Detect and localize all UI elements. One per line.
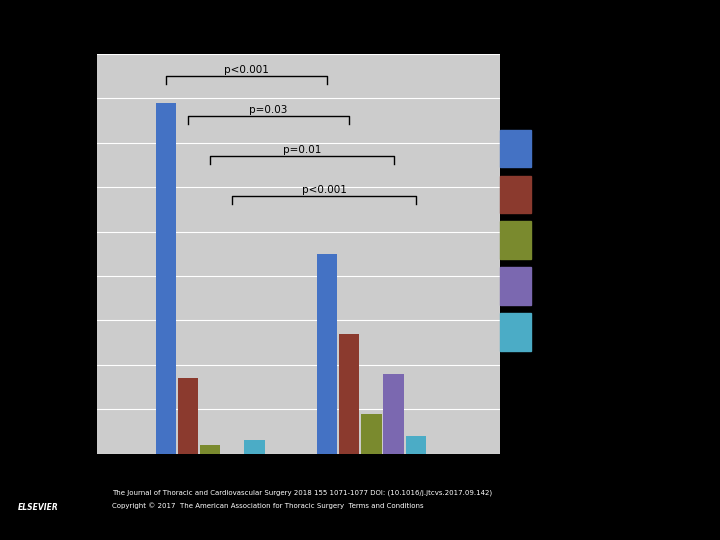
Bar [500,267,531,305]
Y-axis label: Frequency (%): Frequency (%) [60,208,73,299]
Bar [500,176,531,213]
Text: Combination+Vasopressors: Combination+Vasopressors [545,327,689,337]
Text: p=0.01: p=0.01 [283,145,321,155]
Bar [317,254,337,454]
Bar [500,130,531,167]
Text: Inotrope: Inotrope [545,235,588,245]
Text: p<0.001: p<0.001 [302,185,346,195]
Text: Figure 3: Figure 3 [332,24,388,38]
Bar [405,436,426,454]
Text: ELSEVIER: ELSEVIER [18,503,59,512]
Text: Normal: Normal [545,144,582,153]
Bar [361,414,382,454]
Text: The Journal of Thoracic and Cardiovascular Surgery 2018 155 1071-1077 DOI: (10.1: The Journal of Thoracic and Cardiovascul… [112,489,492,496]
Bar [244,440,265,454]
Text: Copyright © 2017  The American Association for Thoracic Surgery  Terms and Condi: Copyright © 2017 The American Associatio… [112,502,423,509]
Bar [500,313,531,351]
Text: p<0.001: p<0.001 [224,65,269,75]
Bar [339,334,359,454]
Bar [178,378,198,454]
Bar [200,445,220,454]
Text: Volume: Volume [545,190,584,199]
Bar [156,103,176,454]
Bar [500,221,531,259]
Bar [383,374,404,454]
Text: p=0.03: p=0.03 [249,105,288,115]
Text: LVAD speed: LVAD speed [545,281,606,291]
